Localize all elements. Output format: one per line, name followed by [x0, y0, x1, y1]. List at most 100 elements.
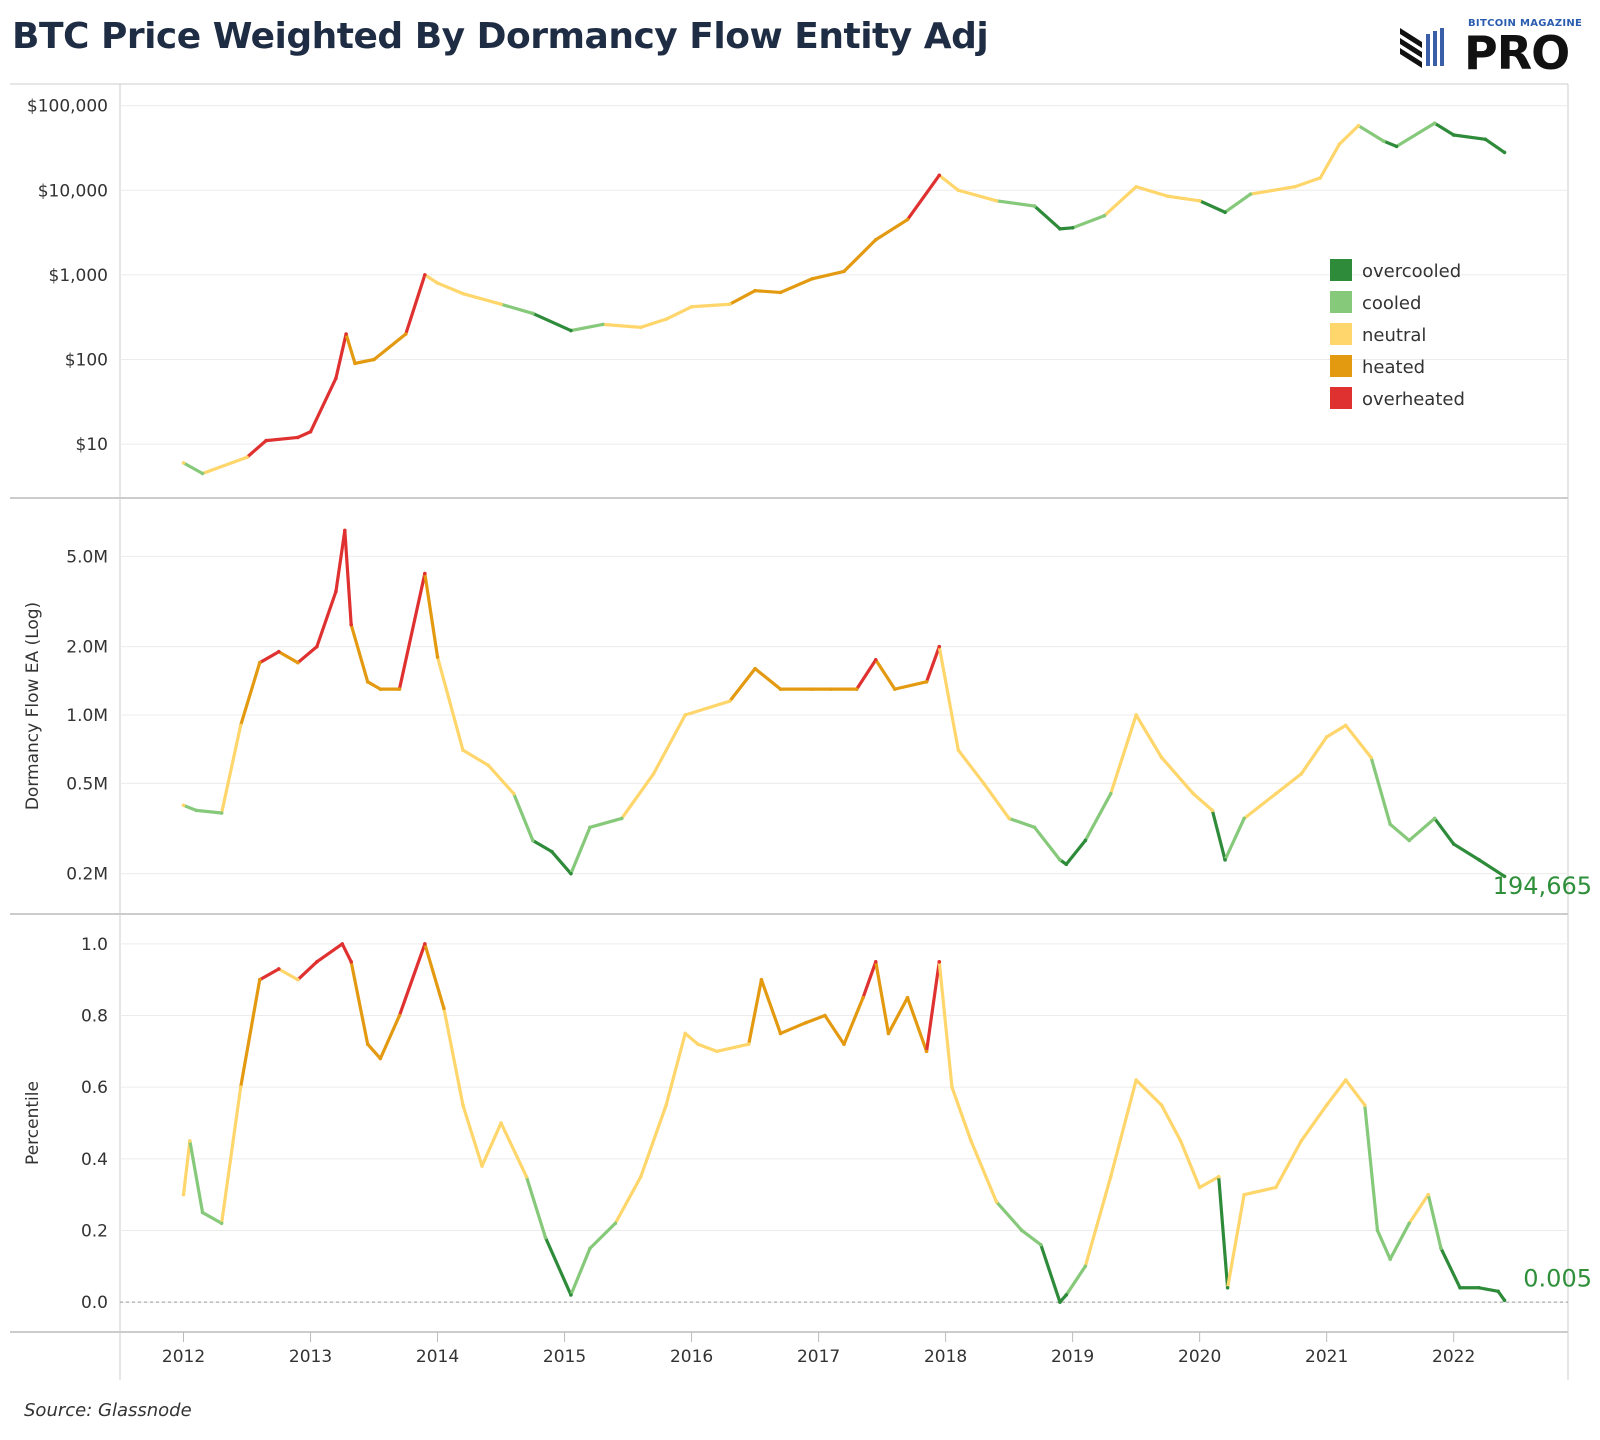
data-point — [1496, 1289, 1500, 1294]
series-segment — [874, 218, 910, 242]
series-segment — [397, 571, 427, 691]
y-tick-label: $100,000 — [27, 97, 108, 117]
data-point — [435, 655, 440, 659]
series-segment — [759, 978, 783, 1036]
series-segment — [366, 1042, 382, 1061]
data-point — [1432, 816, 1437, 821]
series-segment — [1274, 1139, 1303, 1190]
data-point — [924, 1049, 929, 1054]
x-tick-label: 2016 — [670, 1347, 713, 1367]
series-segment — [747, 978, 764, 1046]
data-point — [200, 1210, 205, 1215]
series-segment — [181, 1139, 192, 1197]
data-point — [619, 816, 624, 821]
data-point — [829, 687, 834, 691]
series-segment — [499, 302, 535, 316]
series-segment — [664, 305, 694, 321]
data-point — [238, 723, 243, 728]
series-segment — [1032, 204, 1062, 231]
data-point — [1324, 735, 1329, 739]
series-segment — [1293, 176, 1322, 189]
series-segment — [308, 376, 338, 434]
series-segment — [1388, 1221, 1411, 1261]
series-segment — [435, 655, 465, 752]
data-point — [461, 291, 465, 296]
x-tick-label: 2021 — [1305, 1347, 1348, 1367]
series-segment — [1325, 1078, 1348, 1107]
series-segment — [264, 435, 300, 443]
series-segment — [1198, 199, 1227, 214]
series-segment — [349, 960, 370, 1046]
series-segment — [344, 332, 357, 365]
y-tick-label: 0.5M — [66, 774, 108, 794]
data-point — [543, 1235, 548, 1240]
series-segment — [1071, 214, 1106, 230]
series-segment — [181, 461, 205, 476]
series-segment — [1344, 1078, 1367, 1107]
series-segment — [937, 960, 954, 1089]
data-point — [1102, 213, 1107, 218]
data-point — [1191, 791, 1196, 796]
series-segment — [1337, 124, 1361, 146]
x-tick-label: 2017 — [797, 1347, 840, 1367]
y-tick-label: 5.0M — [66, 547, 108, 567]
data-point — [1439, 1246, 1443, 1251]
series-segment — [1191, 792, 1214, 812]
series-segment — [239, 661, 262, 727]
series-segment — [569, 825, 592, 876]
series-segment — [1064, 838, 1087, 866]
data-point — [905, 995, 910, 1000]
series-segment — [296, 645, 319, 665]
data-point — [810, 687, 815, 691]
logo-main-text: PRO — [1464, 26, 1570, 80]
logo-stripes-icon — [1400, 28, 1444, 68]
data-point — [1375, 1228, 1380, 1233]
series-segment — [683, 1031, 700, 1046]
data-point — [1451, 133, 1456, 137]
series-segment — [1083, 1175, 1113, 1268]
legend-label-heated: heated — [1362, 357, 1425, 378]
data-point — [1223, 210, 1227, 215]
data-point — [423, 942, 427, 946]
series-segment — [1433, 816, 1456, 846]
series-segment — [569, 322, 605, 333]
data-point — [1159, 1103, 1164, 1107]
series-segment — [315, 589, 338, 649]
series-segment — [353, 357, 376, 365]
legend-swatch-heated — [1330, 355, 1352, 377]
series-segment — [296, 960, 319, 982]
series-segment — [334, 332, 348, 380]
series-segment — [188, 1139, 205, 1215]
legend-label-cooled: cooled — [1362, 293, 1421, 314]
data-point — [403, 332, 408, 336]
data-point — [683, 1031, 688, 1036]
data-point — [1299, 1139, 1304, 1143]
data-point — [1337, 142, 1342, 147]
y-tick-label: 0.2M — [66, 865, 108, 885]
data-point — [1166, 194, 1170, 199]
data-point — [886, 1031, 891, 1036]
legend-swatch-overheated — [1330, 387, 1352, 409]
series-segment — [1325, 723, 1348, 739]
legend-swatch-neutral — [1330, 323, 1352, 345]
series-segment — [486, 763, 516, 796]
data-point — [1197, 1185, 1202, 1190]
series-segment — [569, 1246, 592, 1297]
data-point — [1083, 838, 1088, 843]
data-point — [937, 644, 942, 649]
series-segment — [334, 528, 347, 594]
series-segment — [588, 816, 624, 829]
x-tick-label: 2013 — [289, 1347, 332, 1367]
series-segment — [728, 289, 757, 306]
data-point — [696, 1042, 700, 1046]
series-segment — [1166, 194, 1202, 203]
data-point — [499, 302, 503, 307]
data-point — [1356, 123, 1361, 128]
data-point — [638, 325, 643, 330]
series-segment — [461, 292, 503, 306]
data-point — [245, 455, 249, 460]
y-tick-label: 0.6 — [81, 1078, 108, 1098]
data-point — [219, 1221, 224, 1226]
data-point — [937, 960, 942, 964]
